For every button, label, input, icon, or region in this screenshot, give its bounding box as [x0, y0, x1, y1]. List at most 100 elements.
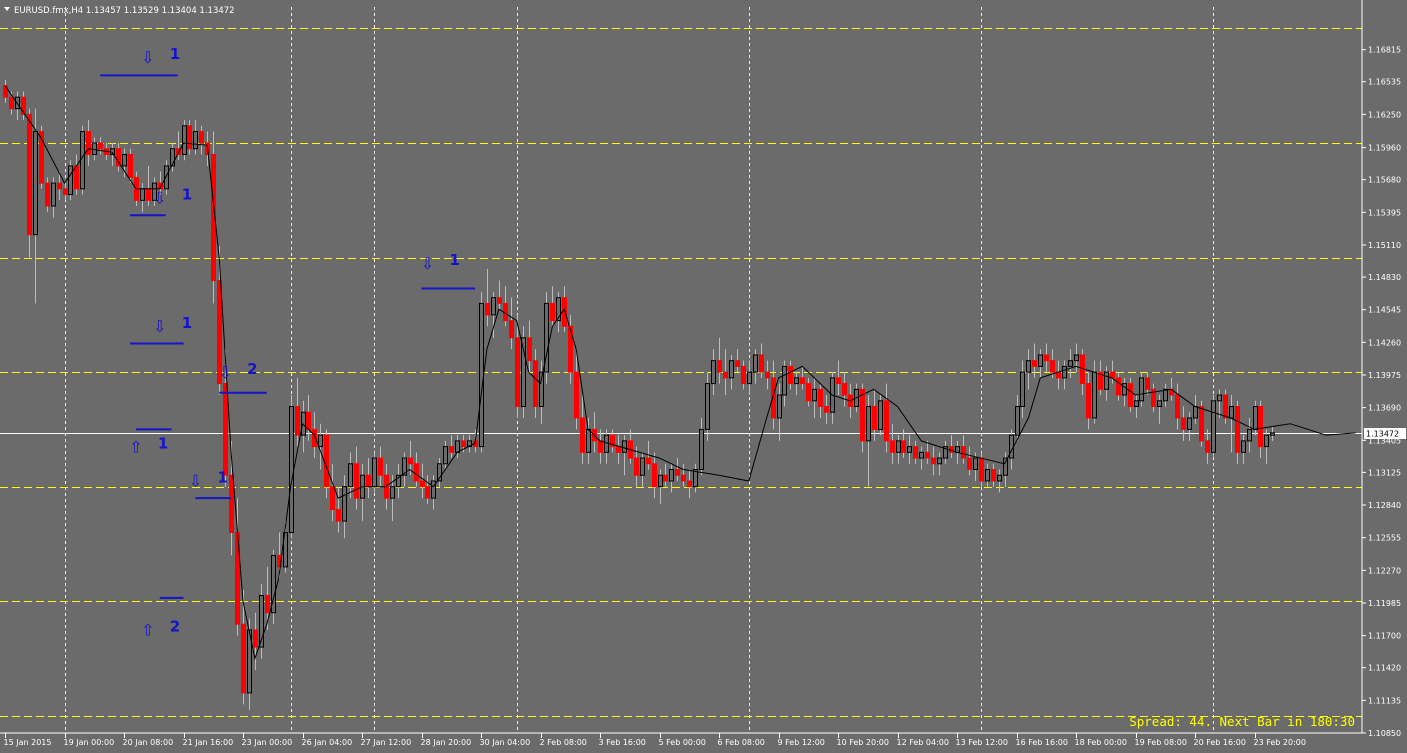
bear-candle [1044, 354, 1049, 362]
bull-candle [1157, 400, 1162, 408]
bear-candle [461, 440, 466, 448]
annotation-label: 2 [170, 618, 180, 636]
bear-candle [485, 302, 490, 316]
bull-candle [556, 297, 561, 322]
bear-candle [681, 474, 686, 482]
bear-candle [568, 325, 573, 373]
bear-candle [1086, 383, 1091, 419]
bull-candle [1247, 428, 1252, 442]
bear-candle [45, 182, 50, 207]
bear-candle [771, 377, 776, 419]
bull-candle [521, 337, 526, 408]
bear-candle [312, 428, 317, 448]
bear-candle [741, 365, 746, 385]
bull-candle [1092, 371, 1097, 419]
price-tick-label: 1.15960 [1368, 144, 1401, 153]
bull-candle [437, 463, 442, 482]
bull-candle [1211, 400, 1216, 453]
bear-candle [1235, 406, 1240, 453]
bull-candle [907, 446, 912, 453]
dropdown-triangle-icon[interactable] [4, 7, 10, 11]
bull-candle [140, 188, 145, 201]
bear-candle [354, 463, 359, 499]
bull-candle [1020, 371, 1025, 408]
bull-candle [586, 428, 591, 453]
bull-candle [919, 451, 924, 459]
bear-candle [241, 623, 246, 694]
time-tick-label: 19 Feb 08:00 [1135, 738, 1187, 747]
horizontal-level-lines [0, 28, 1362, 717]
bear-candle [991, 469, 996, 482]
up-arrow-icon: ⇧ [129, 437, 142, 456]
bear-candle [39, 131, 44, 184]
bear-candle [187, 125, 192, 150]
bull-candle [878, 400, 883, 430]
bull-candle [122, 153, 127, 167]
bull-candle [943, 446, 948, 459]
annotation-label: 1 [182, 186, 192, 204]
time-axis-ticks: 15 Jan 2015 19 Jan 00:00 20 Jan 08:00 21 Ja… [4, 733, 1306, 747]
price-tick-label: 1.13690 [1368, 404, 1401, 413]
bull-candle [396, 474, 401, 488]
time-tick-label: 12 Feb 04:00 [897, 738, 949, 747]
bull-candle [1009, 434, 1014, 459]
bear-candle [414, 463, 419, 482]
bear-candle [1199, 406, 1204, 442]
bear-candle [634, 457, 639, 476]
bull-candle [80, 131, 85, 190]
bear-candle [735, 360, 740, 367]
bear-candle [1258, 406, 1263, 448]
bear-candle [1175, 394, 1180, 419]
level-segments [100, 74, 476, 599]
bull-candle [794, 377, 799, 385]
bull-candle [955, 446, 960, 453]
bear-candle [836, 377, 841, 385]
price-tick-label: 1.15110 [1368, 241, 1401, 250]
time-tick-label: 27 Jan 12:00 [361, 738, 412, 747]
bull-candle [544, 302, 549, 373]
bull-candle [1264, 434, 1269, 448]
bear-candle [913, 446, 918, 459]
chart-header[interactable]: EURUSD.fmx,H4 1.13457 1.13529 1.13404 1.… [4, 6, 235, 16]
price-tick-label: 1.13405 [1368, 436, 1401, 445]
bull-candle [491, 297, 496, 316]
bear-candle [306, 411, 311, 430]
bull-candle [92, 142, 97, 155]
bear-candle [1116, 377, 1121, 396]
annotation-label: 2 [247, 360, 257, 378]
annotation-label: 1 [217, 469, 227, 487]
bear-candle [1145, 377, 1150, 390]
bear-candle [515, 337, 520, 408]
bear-candle [217, 279, 222, 385]
bear-candle [98, 142, 103, 150]
bear-candle [146, 188, 151, 201]
down-arrow-icon: ⇩ [141, 48, 154, 67]
price-tick-label: 1.16535 [1368, 78, 1401, 87]
bear-candle [598, 440, 603, 453]
bull-candle [1003, 457, 1008, 476]
time-tick-label: 9 Feb 12:00 [778, 738, 825, 747]
bull-candle [1163, 388, 1168, 402]
bear-candle [818, 388, 823, 408]
bull-candle [1074, 354, 1079, 362]
down-arrow-icon: ⇩ [218, 363, 231, 382]
bear-candle [295, 406, 300, 436]
bear-candle [806, 383, 811, 402]
time-tick-label: 20 Jan 08:00 [123, 738, 174, 747]
bull-candle [318, 434, 323, 448]
spread-info: Spread: 44. Next Bar in 180:30 [1129, 714, 1355, 729]
bear-candle [1098, 371, 1103, 390]
bear-candle [324, 434, 329, 488]
bull-candle [152, 182, 157, 201]
bear-candle [1128, 383, 1133, 408]
bear-candle [74, 165, 79, 190]
bull-candle [622, 440, 627, 453]
price-tick-label: 1.11135 [1368, 696, 1401, 705]
time-tick-label: 2 Feb 08:00 [540, 738, 587, 747]
bear-candle [967, 457, 972, 471]
price-tick-label: 1.16815 [1368, 46, 1401, 55]
bull-candle [1253, 406, 1258, 430]
bull-candle [812, 388, 817, 402]
